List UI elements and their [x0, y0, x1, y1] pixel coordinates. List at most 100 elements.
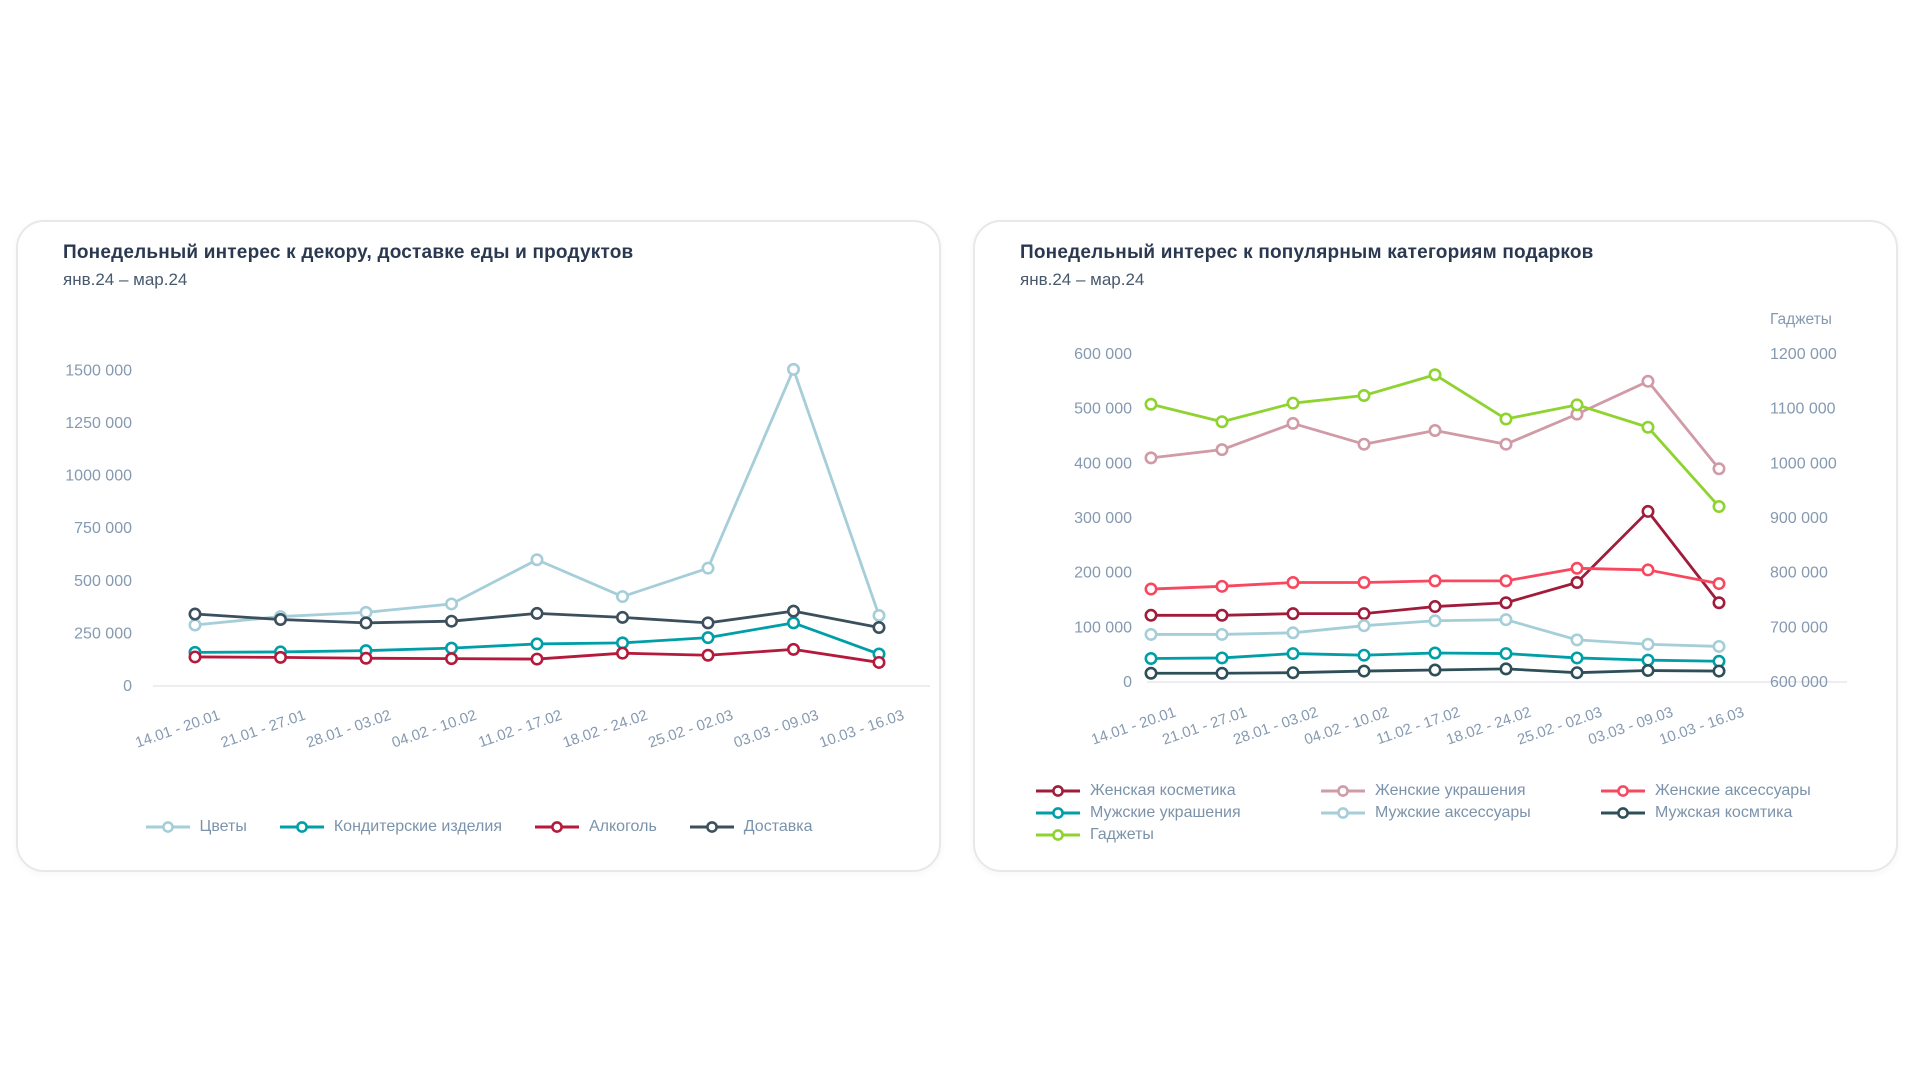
data-point-delivery[interactable]	[530, 606, 544, 620]
data-point-confectionery[interactable]	[444, 641, 458, 655]
data-point-delivery[interactable]	[872, 621, 886, 635]
data-point-alcohol[interactable]	[615, 646, 629, 660]
data-point-female-jewelry[interactable]	[1712, 462, 1726, 476]
legend-item-gadgets[interactable]: Гаджеты	[1035, 824, 1320, 845]
data-point-male-cosmetics[interactable]	[1712, 664, 1726, 678]
legend-item-flowers[interactable]: Цветы	[145, 816, 247, 837]
data-point-gadgets[interactable]	[1144, 397, 1158, 411]
data-point-female-jewelry[interactable]	[1215, 443, 1229, 457]
data-point-confectionery[interactable]	[615, 636, 629, 650]
legend-item-alcohol[interactable]: Алкоголь	[534, 816, 657, 837]
data-point-male-jewelry[interactable]	[1286, 647, 1300, 661]
data-point-delivery[interactable]	[273, 613, 287, 627]
data-point-female-accessories[interactable]	[1215, 579, 1229, 593]
data-point-male-cosmetics[interactable]	[1641, 664, 1655, 678]
data-point-female-cosmetics[interactable]	[1215, 608, 1229, 622]
legend-item-female-accessories[interactable]: Женские аксессуары	[1600, 780, 1900, 801]
data-point-female-cosmetics[interactable]	[1499, 596, 1513, 610]
data-point-male-cosmetics[interactable]	[1215, 666, 1229, 680]
data-point-female-jewelry[interactable]	[1499, 437, 1513, 451]
data-point-delivery[interactable]	[701, 616, 715, 630]
data-point-delivery[interactable]	[786, 604, 800, 618]
data-point-gadgets[interactable]	[1499, 412, 1513, 426]
data-point-gadgets[interactable]	[1357, 389, 1371, 403]
legend-item-delivery[interactable]: Доставка	[689, 816, 813, 837]
legend-item-confectionery[interactable]: Кондитерские изделия	[279, 816, 502, 837]
data-point-female-cosmetics[interactable]	[1286, 607, 1300, 621]
data-point-alcohol[interactable]	[872, 655, 886, 669]
data-point-male-jewelry[interactable]	[1144, 651, 1158, 665]
data-point-male-accessories[interactable]	[1570, 633, 1584, 647]
legend-item-female-cosmetics[interactable]: Женская косметика	[1035, 780, 1320, 801]
data-point-male-jewelry[interactable]	[1215, 651, 1229, 665]
data-point-female-accessories[interactable]	[1712, 577, 1726, 591]
data-point-gadgets[interactable]	[1570, 398, 1584, 412]
data-point-female-jewelry[interactable]	[1641, 374, 1655, 388]
data-point-flowers[interactable]	[786, 362, 800, 376]
data-point-female-cosmetics[interactable]	[1641, 504, 1655, 518]
data-point-male-cosmetics[interactable]	[1570, 666, 1584, 680]
data-point-flowers[interactable]	[701, 561, 715, 575]
data-point-delivery[interactable]	[615, 610, 629, 624]
data-point-confectionery[interactable]	[701, 631, 715, 645]
data-point-flowers[interactable]	[444, 597, 458, 611]
data-point-gadgets[interactable]	[1215, 415, 1229, 429]
data-point-male-jewelry[interactable]	[1641, 653, 1655, 667]
legend-item-male-jewelry[interactable]: Мужские украшения	[1035, 802, 1320, 823]
data-point-male-accessories[interactable]	[1428, 614, 1442, 628]
data-point-male-jewelry[interactable]	[1428, 646, 1442, 660]
data-point-gadgets[interactable]	[1286, 396, 1300, 410]
data-point-female-jewelry[interactable]	[1144, 451, 1158, 465]
data-point-female-accessories[interactable]	[1499, 574, 1513, 588]
legend-item-female-jewelry[interactable]: Женские украшения	[1320, 780, 1600, 801]
data-point-female-cosmetics[interactable]	[1712, 596, 1726, 610]
data-point-confectionery[interactable]	[530, 637, 544, 651]
data-point-female-accessories[interactable]	[1428, 574, 1442, 588]
data-point-female-accessories[interactable]	[1570, 561, 1584, 575]
data-point-male-accessories[interactable]	[1499, 613, 1513, 627]
data-point-male-cosmetics[interactable]	[1144, 666, 1158, 680]
data-point-male-cosmetics[interactable]	[1357, 664, 1371, 678]
data-point-female-accessories[interactable]	[1286, 575, 1300, 589]
data-point-male-cosmetics[interactable]	[1499, 662, 1513, 676]
data-point-female-accessories[interactable]	[1144, 582, 1158, 596]
data-point-alcohol[interactable]	[273, 650, 287, 664]
data-point-flowers[interactable]	[530, 553, 544, 567]
data-point-flowers[interactable]	[615, 590, 629, 604]
data-point-male-accessories[interactable]	[1286, 626, 1300, 640]
data-point-female-cosmetics[interactable]	[1428, 600, 1442, 614]
data-point-gadgets[interactable]	[1641, 420, 1655, 434]
data-point-flowers[interactable]	[359, 605, 373, 619]
data-point-female-cosmetics[interactable]	[1144, 608, 1158, 622]
data-point-male-accessories[interactable]	[1144, 627, 1158, 641]
data-point-female-accessories[interactable]	[1641, 563, 1655, 577]
data-point-alcohol[interactable]	[188, 650, 202, 664]
data-point-alcohol[interactable]	[786, 642, 800, 656]
data-point-alcohol[interactable]	[701, 648, 715, 662]
data-point-flowers[interactable]	[188, 618, 202, 632]
data-point-male-jewelry[interactable]	[1357, 648, 1371, 662]
data-point-female-cosmetics[interactable]	[1570, 575, 1584, 589]
data-point-male-accessories[interactable]	[1712, 639, 1726, 653]
data-point-male-accessories[interactable]	[1215, 627, 1229, 641]
data-point-female-accessories[interactable]	[1357, 575, 1371, 589]
data-point-alcohol[interactable]	[530, 652, 544, 666]
legend-item-male-accessories[interactable]: Мужские аксессуары	[1320, 802, 1600, 823]
data-point-delivery[interactable]	[359, 616, 373, 630]
data-point-male-accessories[interactable]	[1357, 619, 1371, 633]
data-point-alcohol[interactable]	[359, 651, 373, 665]
data-point-female-jewelry[interactable]	[1286, 416, 1300, 430]
data-point-gadgets[interactable]	[1712, 500, 1726, 514]
data-point-male-cosmetics[interactable]	[1286, 666, 1300, 680]
data-point-gadgets[interactable]	[1428, 368, 1442, 382]
data-point-delivery[interactable]	[444, 614, 458, 628]
data-point-female-jewelry[interactable]	[1428, 424, 1442, 438]
data-point-confectionery[interactable]	[786, 616, 800, 630]
data-point-male-accessories[interactable]	[1641, 637, 1655, 651]
data-point-male-jewelry[interactable]	[1570, 651, 1584, 665]
legend-item-male-cosmetics[interactable]: Мужская космтика	[1600, 802, 1900, 823]
data-point-female-cosmetics[interactable]	[1357, 607, 1371, 621]
data-point-delivery[interactable]	[188, 607, 202, 621]
data-point-alcohol[interactable]	[444, 652, 458, 666]
data-point-male-jewelry[interactable]	[1499, 647, 1513, 661]
